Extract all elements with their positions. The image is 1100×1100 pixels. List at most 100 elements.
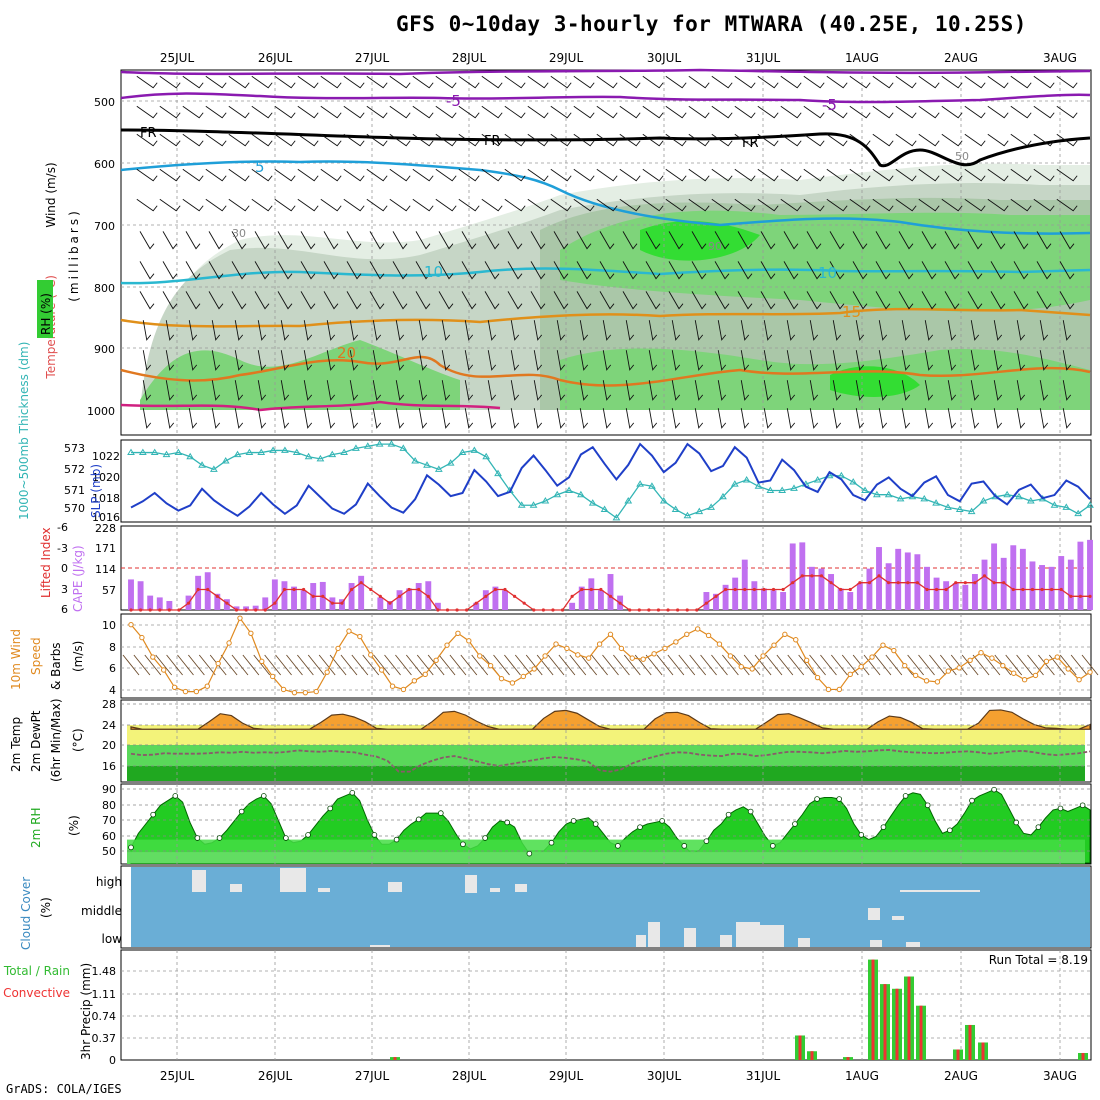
upper-wind-barb — [642, 133, 664, 147]
upper-wind-barb — [527, 168, 549, 182]
cape-bar — [291, 586, 297, 610]
wind-point — [662, 645, 668, 652]
precip-bar-convective — [871, 959, 875, 1060]
wind-barb — [297, 654, 314, 676]
rh-point — [415, 816, 422, 823]
upper-wind-barb — [668, 291, 684, 310]
upper-wind-barb — [993, 408, 1003, 429]
upper-wind-barb — [277, 231, 293, 250]
upper-wind-barb — [694, 350, 704, 371]
upper-wind-barb — [872, 198, 894, 212]
upper-wind-barb — [576, 291, 592, 310]
upper-wind-barb — [349, 408, 359, 429]
wind-tick-10: 10 — [102, 619, 116, 632]
upper-wind-barb — [596, 198, 618, 212]
upper-wind-barb — [829, 261, 845, 280]
wind-barb — [1059, 654, 1077, 676]
upper-wind-barb — [918, 168, 940, 182]
bottom-date-label: 1AUG — [845, 1069, 879, 1083]
upper-wind-barb — [136, 75, 158, 89]
wind-barb — [972, 654, 990, 676]
rh-point — [1013, 819, 1020, 826]
upper-wind-barb — [826, 168, 848, 182]
upper-wind-barb — [783, 291, 799, 310]
slp-tick-1022: 1022 — [92, 450, 120, 463]
upper-wind-barb — [274, 133, 296, 147]
rh-ticks: 90 80 70 60 50 — [102, 783, 116, 858]
upper-wind-barb — [343, 198, 365, 212]
wind-barb — [286, 654, 303, 676]
upper-wind-barb — [441, 350, 451, 371]
upper-wind-barb — [484, 291, 500, 310]
rh-point — [836, 796, 842, 802]
upper-wind-barb — [941, 105, 963, 119]
upper-wind-barb — [665, 105, 687, 119]
cape-bar — [703, 592, 710, 610]
upper-wind-barb — [872, 75, 894, 89]
upper-wind-barb — [556, 408, 566, 429]
wind-point — [531, 666, 537, 672]
upper-wind-barb — [392, 261, 408, 280]
li-label: Lifted Index — [39, 527, 53, 598]
upper-wind-barb — [826, 105, 848, 119]
upper-wind-barb — [763, 320, 773, 341]
wind-point — [1011, 670, 1017, 676]
cape-bar — [492, 586, 499, 610]
top-date-label: 1AUG — [845, 51, 879, 65]
upper-wind-barb — [872, 168, 894, 182]
cape-bar — [415, 583, 422, 610]
upper-wind-barb — [487, 380, 497, 401]
wind-barb — [362, 654, 380, 676]
upper-wind-barb — [326, 380, 336, 401]
thickness-point — [281, 446, 289, 453]
upper-wind-barb — [527, 75, 549, 89]
wind-point — [651, 651, 657, 657]
wind-point — [1054, 654, 1061, 660]
thickness-markers — [127, 440, 1094, 521]
upper-wind-barb — [993, 380, 1003, 401]
upper-wind-barb — [530, 231, 546, 250]
upper-wind-barb — [832, 380, 842, 401]
upper-wind-barb — [136, 105, 158, 119]
upper-wind-barb — [165, 380, 175, 401]
wind-point — [542, 653, 548, 659]
top-date-label: 3AUG — [1043, 51, 1077, 65]
wind-point — [1087, 669, 1093, 675]
wind-barb — [351, 654, 369, 676]
precip-bar-convective — [883, 984, 887, 1060]
rh-point — [260, 793, 267, 799]
upper-wind-barb — [438, 261, 454, 280]
wind-barb — [623, 654, 641, 676]
upper-wind-barb — [395, 380, 405, 401]
upper-wind-barb — [487, 320, 497, 341]
upper-wind-barb — [208, 291, 224, 310]
tick-900: 900 — [94, 343, 115, 356]
wind-point — [302, 689, 309, 696]
rh-point — [548, 839, 555, 846]
thickness-point — [813, 475, 822, 483]
upper-wind-barb — [504, 105, 526, 119]
cape-bar — [262, 597, 269, 610]
upper-wind-barb — [717, 320, 727, 341]
contour-label-10: 10 — [424, 263, 443, 281]
cape-bar — [981, 559, 988, 610]
upper-wind-barb — [642, 105, 664, 119]
upper-wind-barb — [760, 231, 776, 250]
upper-wind-barb — [625, 380, 635, 401]
isotherm-25 — [120, 400, 501, 412]
cloud-bar — [684, 928, 696, 947]
upper-wind-barb — [599, 231, 615, 250]
upper-wind-barb — [875, 231, 891, 250]
upper-wind-barb — [182, 105, 204, 119]
wind-point — [520, 673, 527, 680]
thickness-point — [162, 450, 171, 458]
upper-wind-barb — [556, 320, 566, 341]
upper-wind-barb — [297, 198, 319, 212]
wind-barb — [929, 654, 946, 676]
wind-point — [902, 662, 908, 669]
wind-barb — [667, 654, 685, 676]
upper-wind-barb — [254, 291, 270, 310]
upper-wind-barb — [481, 75, 503, 89]
wind-barb — [166, 654, 183, 676]
upper-wind-barb — [694, 320, 704, 341]
